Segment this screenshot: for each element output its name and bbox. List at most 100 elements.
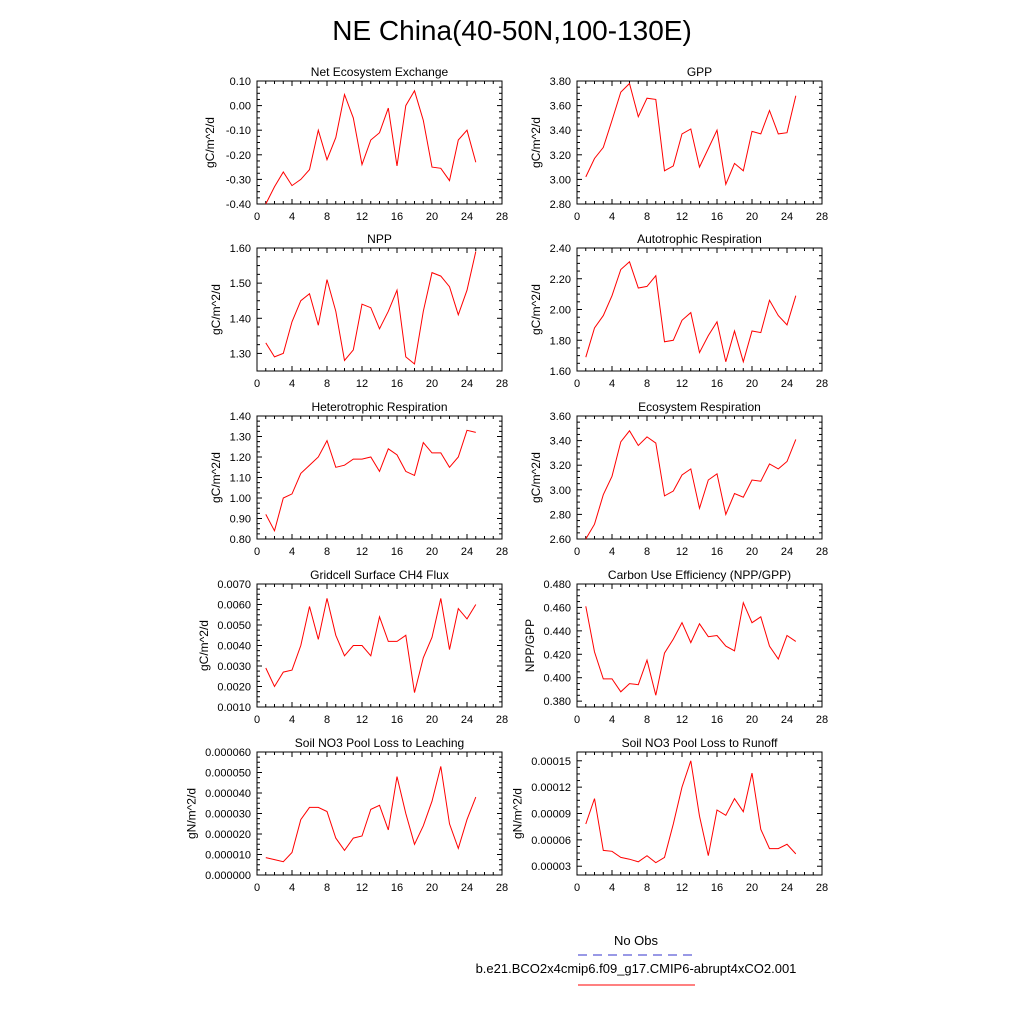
x-tick-label: 24 bbox=[461, 882, 473, 894]
y-tick-label: 0.80 bbox=[230, 534, 251, 546]
x-tick-label: 0 bbox=[574, 211, 580, 223]
panel-9: Soil NO3 Pool Loss to Runoff 0 4 8 12 16 20 24 2… bbox=[511, 736, 829, 894]
series-line bbox=[585, 82, 797, 187]
x-tick-label: 20 bbox=[426, 546, 438, 558]
x-tick-label: 8 bbox=[324, 882, 330, 894]
y-tick-label: 0.10 bbox=[230, 76, 251, 88]
x-tick-label: 28 bbox=[496, 211, 508, 223]
y-axis-label: NPP/GPP bbox=[523, 619, 537, 672]
y-tick-label: 1.20 bbox=[230, 452, 251, 464]
x-tick-label: 28 bbox=[496, 714, 508, 726]
x-tick-label: 28 bbox=[816, 882, 828, 894]
y-tick-label: -0.40 bbox=[226, 199, 251, 211]
series-line bbox=[265, 89, 477, 205]
plot-frame bbox=[256, 247, 503, 372]
x-tick-label: 0 bbox=[574, 546, 580, 558]
y-tick-label: -0.20 bbox=[226, 150, 251, 162]
y-tick-label: 0.000040 bbox=[205, 788, 251, 800]
x-tick-label: 12 bbox=[676, 546, 688, 558]
x-tick-label: 20 bbox=[746, 714, 758, 726]
y-tick-label: 1.80 bbox=[550, 335, 571, 347]
x-tick-label: 24 bbox=[461, 714, 473, 726]
x-tick-label: 16 bbox=[391, 378, 403, 390]
x-tick-label: 0 bbox=[254, 882, 260, 894]
panel-6: Gridcell Surface CH4 Flux 0 4 8 12 16 20 24 28 0.… bbox=[197, 568, 508, 726]
x-tick-label: 4 bbox=[289, 546, 295, 558]
series-line bbox=[585, 260, 797, 364]
x-tick-label: 16 bbox=[711, 714, 723, 726]
y-tick-label: 3.40 bbox=[550, 125, 571, 137]
y-tick-label: 1.50 bbox=[230, 278, 251, 290]
y-tick-label: 2.00 bbox=[550, 305, 571, 317]
figure-title: NE China(40-50N,100-130E) bbox=[332, 15, 692, 46]
y-tick-label: 3.00 bbox=[550, 174, 571, 186]
y-tick-label: 0.000000 bbox=[205, 870, 251, 882]
y-axis-label: gC/m^2/d bbox=[529, 452, 543, 503]
x-tick-label: 28 bbox=[816, 378, 828, 390]
y-tick-label: 3.60 bbox=[550, 101, 571, 113]
x-tick-label: 12 bbox=[356, 882, 368, 894]
x-tick-label: 28 bbox=[496, 378, 508, 390]
x-tick-label: 8 bbox=[644, 882, 650, 894]
y-tick-label: 0.400 bbox=[543, 673, 571, 685]
x-tick-label: 16 bbox=[711, 546, 723, 558]
x-tick-label: 12 bbox=[356, 378, 368, 390]
plot-frame bbox=[256, 80, 503, 205]
x-tick-label: 12 bbox=[356, 211, 368, 223]
y-axis-label: gN/m^2/d bbox=[511, 788, 525, 839]
panel-title: Soil NO3 Pool Loss to Runoff bbox=[622, 736, 779, 750]
y-tick-label: 0.000050 bbox=[205, 768, 251, 780]
y-tick-label: 1.60 bbox=[550, 366, 571, 378]
y-tick-label: 0.000030 bbox=[205, 809, 251, 821]
x-tick-label: 20 bbox=[426, 211, 438, 223]
panel-title: Net Ecosystem Exchange bbox=[311, 65, 449, 79]
x-tick-label: 16 bbox=[391, 211, 403, 223]
y-tick-label: 0.460 bbox=[543, 602, 571, 614]
panels-grid: Net Ecosystem Exchange 0 4 8 12 16 20 24 28 -0.40… bbox=[184, 65, 828, 894]
x-tick-label: 12 bbox=[356, 714, 368, 726]
x-tick-label: 12 bbox=[676, 378, 688, 390]
y-tick-label: -0.10 bbox=[226, 125, 251, 137]
panel-title: Heterotrophic Respiration bbox=[311, 400, 447, 414]
x-tick-label: 8 bbox=[644, 546, 650, 558]
x-tick-label: 12 bbox=[676, 714, 688, 726]
y-tick-label: 0.90 bbox=[230, 514, 251, 526]
y-axis-label: gC/m^2/d bbox=[529, 117, 543, 168]
panel-5: Ecosystem Respiration 0 4 8 12 16 20 24 28 2.60 2.… bbox=[529, 400, 828, 558]
y-axis-label: gC/m^2/d bbox=[209, 284, 223, 335]
x-tick-label: 8 bbox=[324, 211, 330, 223]
y-tick-label: 0.0050 bbox=[217, 620, 251, 632]
y-tick-label: 0.00015 bbox=[531, 756, 571, 768]
plot-frame bbox=[256, 583, 503, 708]
x-tick-label: 12 bbox=[676, 882, 688, 894]
y-tick-label: 2.80 bbox=[550, 199, 571, 211]
y-tick-label: 0.00003 bbox=[531, 861, 571, 873]
x-tick-label: 24 bbox=[461, 378, 473, 390]
x-tick-label: 4 bbox=[289, 378, 295, 390]
series-line bbox=[265, 766, 477, 863]
y-tick-label: 0.0020 bbox=[217, 682, 251, 694]
x-tick-label: 28 bbox=[816, 211, 828, 223]
x-tick-label: 4 bbox=[609, 546, 615, 558]
x-tick-label: 16 bbox=[711, 882, 723, 894]
y-tick-label: 2.20 bbox=[550, 274, 571, 286]
panel-7: Carbon Use Efficiency (NPP/GPP) 0 4 8 12 16 20… bbox=[523, 568, 828, 726]
y-tick-label: 0.000020 bbox=[205, 829, 251, 841]
y-tick-label: 0.0010 bbox=[217, 702, 251, 714]
x-tick-label: 24 bbox=[461, 546, 473, 558]
y-tick-label: 3.60 bbox=[550, 411, 571, 423]
x-tick-label: 20 bbox=[746, 882, 758, 894]
y-tick-label: 0.0060 bbox=[217, 600, 251, 612]
x-tick-label: 8 bbox=[324, 546, 330, 558]
y-axis-label: gN/m^2/d bbox=[184, 788, 198, 839]
y-tick-label: -0.30 bbox=[226, 174, 251, 186]
x-tick-label: 4 bbox=[289, 714, 295, 726]
y-tick-label: 0.00009 bbox=[531, 809, 571, 821]
series-line bbox=[585, 760, 797, 864]
panel-title: NPP bbox=[367, 232, 392, 246]
y-axis-label: gC/m^2/d bbox=[209, 452, 223, 503]
x-tick-label: 24 bbox=[781, 378, 793, 390]
x-tick-label: 24 bbox=[781, 211, 793, 223]
y-axis-label: gC/m^2/d bbox=[529, 284, 543, 335]
x-tick-label: 8 bbox=[324, 378, 330, 390]
